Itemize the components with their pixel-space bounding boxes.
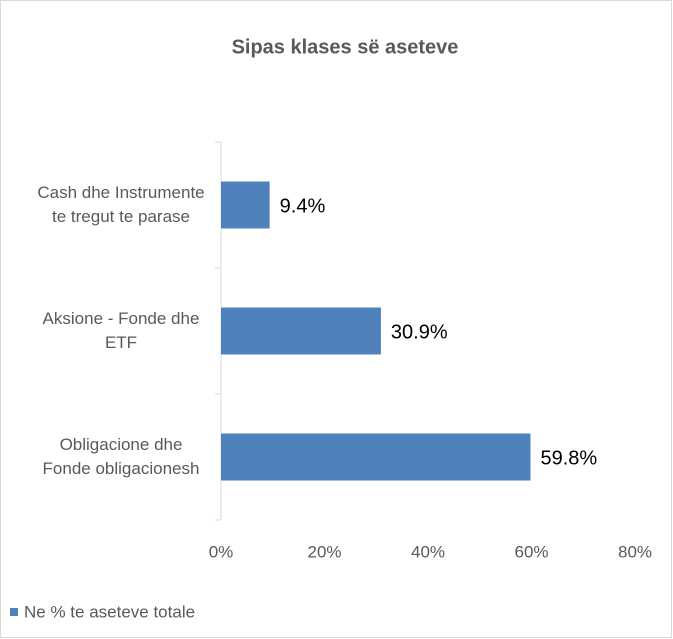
y-tick-label: Cash dhe Instrumente te tregut te parase [37, 183, 205, 226]
x-tick-label: 20% [307, 542, 341, 561]
y-tick-label: Aksione - Fonde dhe ETF [42, 309, 200, 352]
data-label: 30.9% [391, 321, 448, 343]
x-tick-label: 60% [514, 542, 548, 561]
data-label: 9.4% [280, 195, 326, 217]
data-label: 59.8% [540, 447, 597, 469]
y-tick-label: Obligacione dhe Fonde obligacionesh [42, 435, 200, 478]
chart-title: Sipas klases së aseteve [232, 36, 459, 58]
x-tick-label: 0% [209, 542, 234, 561]
legend-label: Ne % te aseteve totale [24, 602, 195, 621]
legend-swatch [10, 608, 18, 616]
bar [221, 433, 531, 481]
bar [221, 307, 381, 355]
bar [221, 181, 270, 229]
x-tick-label: 80% [618, 542, 652, 561]
x-tick-label: 40% [411, 542, 445, 561]
